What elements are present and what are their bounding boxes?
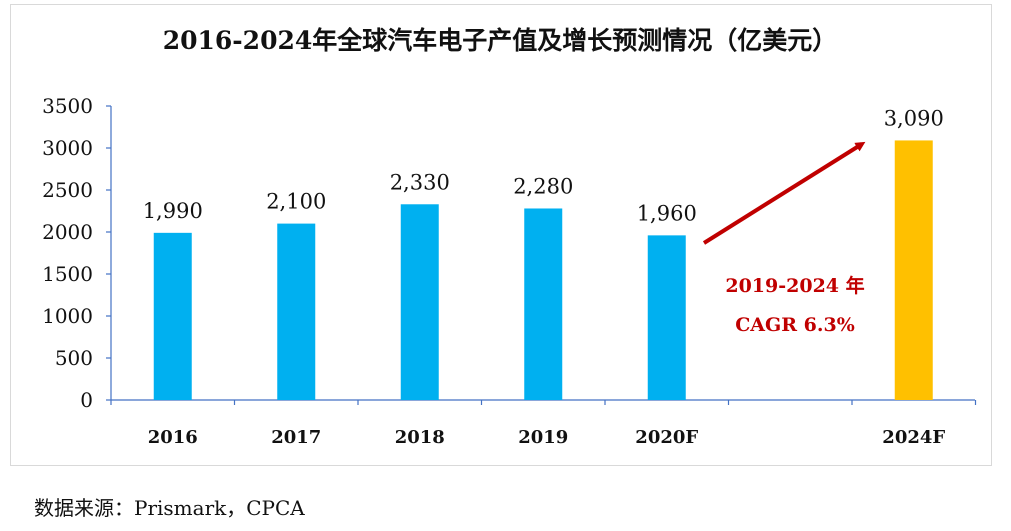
- source-note: 数据来源：Prismark，CPCA: [34, 496, 305, 520]
- value-label: 3,090: [884, 106, 944, 130]
- y-tick-label: 2000: [42, 220, 93, 244]
- y-tick-label: 0: [80, 388, 93, 412]
- value-label: 2,330: [390, 170, 450, 194]
- y-tick-label: 3000: [42, 136, 93, 160]
- cagr-period-label: 2019-2024 年: [725, 274, 864, 297]
- chart-title: 2016-2024年全球汽车电子产值及增长预测情况（亿美元）: [163, 26, 838, 55]
- value-label: 1,960: [637, 201, 697, 225]
- value-label: 2,280: [513, 174, 573, 198]
- bar-2020f: [647, 235, 686, 400]
- trend-arrow: [702, 141, 866, 245]
- cagr-value-label: CAGR 6.3%: [735, 314, 855, 336]
- value-label: 2,100: [266, 190, 326, 214]
- bar-2018: [400, 204, 439, 400]
- y-tick-label: 3500: [42, 94, 93, 118]
- bar-2016: [153, 232, 192, 400]
- category-label: 2016: [148, 427, 198, 448]
- category-label: 2017: [271, 427, 321, 448]
- y-tick-label: 1000: [42, 304, 93, 328]
- category-label: 2020F: [635, 427, 698, 448]
- value-label: 1,990: [143, 199, 203, 223]
- category-label: 2024F: [882, 427, 945, 448]
- category-label: 2019: [518, 427, 568, 448]
- bar-2017: [277, 223, 316, 400]
- y-tick-label: 2500: [42, 178, 93, 202]
- y-tick-label: 1500: [42, 262, 93, 286]
- category-label: 2018: [395, 427, 445, 448]
- bar-2024f: [894, 140, 933, 400]
- y-tick-label: 500: [55, 346, 93, 370]
- bar-2019: [524, 208, 563, 400]
- bar-chart: 2016-2024年全球汽车电子产值及增长预测情况（亿美元） 0 500 1000 1…: [42, 26, 977, 448]
- chart-frame: [10, 4, 992, 466]
